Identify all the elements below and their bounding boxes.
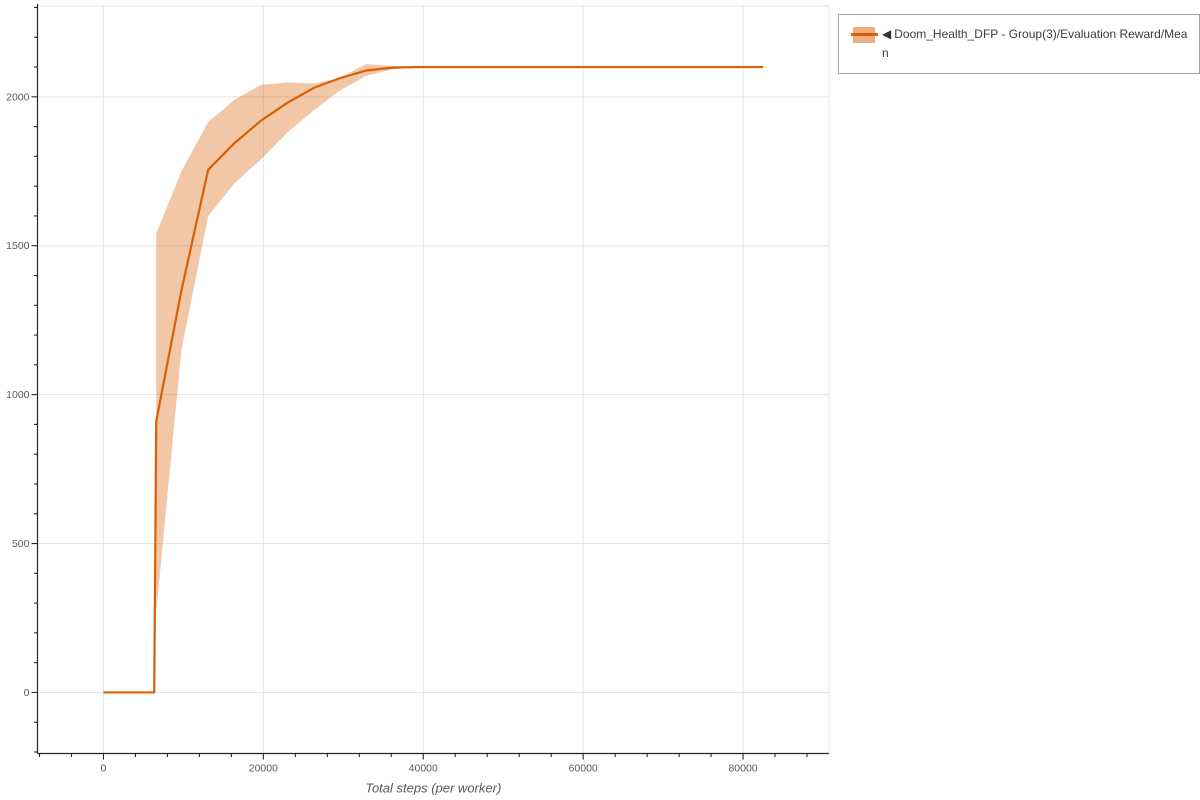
x-tick-label: 80000 <box>728 763 757 775</box>
confidence-band <box>156 64 419 613</box>
legend-swatch-band-line-icon <box>851 27 878 43</box>
y-tick-label: 1500 <box>6 240 30 252</box>
x-tick-label: 20000 <box>249 763 278 775</box>
mean-line <box>103 65 764 694</box>
legend: ◀ Doom_Health_DFP - Group(3)/Evaluation R… <box>838 14 1200 74</box>
gridlines <box>37 5 830 754</box>
y-tick-label: 500 <box>12 538 30 550</box>
y-tick-label: 1000 <box>6 389 30 401</box>
axes-spines <box>36 4 829 755</box>
y-tick-label: 2000 <box>6 91 30 103</box>
legend-swatch-line <box>851 33 878 36</box>
y-tick-label: 0 <box>24 687 30 699</box>
tick-labels: 0 20000 40000 60000 80000 0 500 1000 1500 2000 <box>6 91 758 774</box>
legend-label: Doom_Health_DFP - Group(3)/Evaluation Re… <box>882 27 1188 60</box>
x-tick-label: 60000 <box>569 763 598 775</box>
x-tick-label: 0 <box>101 763 107 775</box>
legend-item: ◀ Doom_Health_DFP - Group(3)/Evaluation R… <box>851 25 1189 63</box>
axis-ticks <box>31 6 808 760</box>
legend-text: ◀ Doom_Health_DFP - Group(3)/Evaluation R… <box>882 25 1189 63</box>
x-tick-label: 40000 <box>409 763 438 775</box>
legend-marker-icon: ◀ <box>882 27 892 41</box>
x-axis-title: Total steps (per worker) <box>365 781 501 796</box>
